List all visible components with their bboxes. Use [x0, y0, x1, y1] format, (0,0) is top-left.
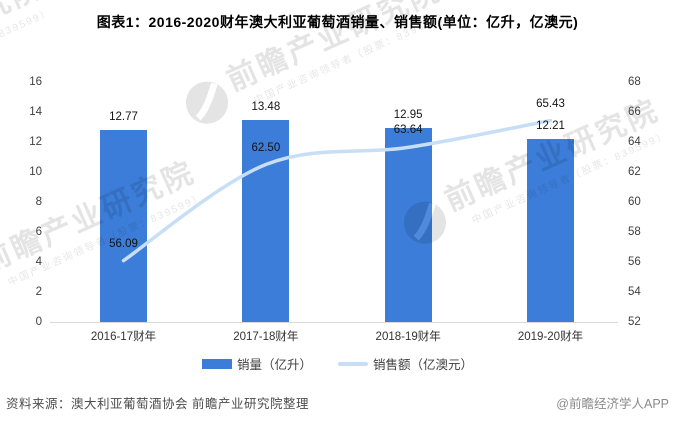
left-axis-tick: 16: [29, 76, 42, 88]
line-value-label: 65.43: [536, 97, 565, 110]
right-axis-tick: 56: [628, 256, 641, 268]
x-axis-label: 2017-18财年: [233, 331, 299, 343]
source-note: 资料来源：澳大利亚葡萄酒协会 前瞻产业研究院整理: [6, 397, 309, 411]
legend-label-volume: 销量（亿升）: [236, 358, 312, 372]
right-axis-tick: 60: [628, 196, 641, 208]
legend-line-swatch: [338, 361, 368, 366]
bar-2017-18财年: [242, 119, 290, 322]
bar-2018-19财年: [384, 127, 432, 322]
x-axis-label: 2016-17财年: [90, 331, 157, 343]
bar-value-label: 12.77: [109, 111, 138, 124]
x-axis-label: 2019-20财年: [517, 331, 584, 343]
legend-item-volume: 销量（亿升）: [201, 354, 312, 373]
left-axis-tick: 12: [29, 136, 42, 148]
left-axis-tick: 6: [35, 226, 42, 238]
right-axis-tick: 52: [628, 316, 641, 328]
right-axis-tick: 68: [628, 76, 641, 88]
footer: 资料来源：澳大利亚葡萄酒协会 前瞻产业研究院整理 @前瞻经济学人APP: [6, 393, 669, 412]
bar-value-label: 12.21: [536, 119, 565, 132]
legend-label-sales: 销售额（亿澳元）: [373, 358, 474, 372]
sales-line: [121, 118, 553, 263]
x-axis-line: [50, 322, 618, 323]
right-axis-tick: 64: [628, 136, 641, 148]
line-value-label: 63.64: [393, 124, 423, 137]
x-axis-label: 2018-19财年: [375, 331, 441, 343]
line-value-label: 62.50: [251, 141, 281, 154]
left-axis-tick: 4: [35, 256, 42, 268]
bar-2016-17财年: [100, 130, 147, 322]
left-axis-tick: 10: [29, 166, 42, 178]
legend-item-sales: 销售额（亿澳元）: [338, 354, 473, 373]
bar-2019-20财年: [526, 138, 574, 322]
bar-value-label: 13.48: [251, 100, 281, 113]
chart-title: 图表1：2016-2020财年澳大利亚葡萄酒销量、销售额(单位：亿升，亿澳元): [96, 14, 579, 30]
right-axis-tick: 54: [628, 286, 641, 298]
legend-bar-swatch: [201, 358, 232, 369]
left-axis-tick: 2: [35, 286, 42, 298]
line-value-label: 56.09: [109, 237, 138, 250]
app-credit: @前瞻经济学人APP: [556, 397, 669, 411]
right-axis-tick: 62: [628, 166, 641, 178]
bar-value-label: 12.95: [393, 108, 423, 121]
right-axis-tick: 58: [628, 226, 641, 238]
left-axis-tick: 8: [35, 196, 42, 208]
legend: 销量（亿升） 销售额（亿澳元）: [0, 354, 675, 373]
left-axis-tick: 0: [35, 316, 42, 328]
right-axis-tick: 66: [628, 106, 641, 118]
left-axis-tick: 14: [29, 106, 42, 118]
